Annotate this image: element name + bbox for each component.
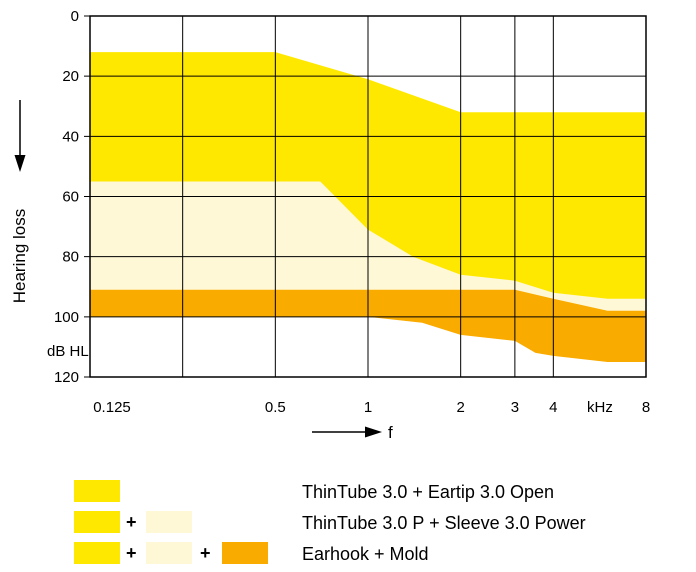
y-tick-label: 20: [62, 68, 79, 85]
axis-ticks: 0 20 40 60 80 100 120 0.125 0.5 1 2 3 4 8: [54, 8, 650, 416]
y-axis-title: Hearing loss: [10, 209, 29, 304]
x-tick-label: 1: [364, 399, 372, 416]
x-tick-label: 8: [642, 399, 650, 416]
y-unit-label: dB HL: [47, 343, 89, 360]
x-unit-label: kHz: [587, 399, 613, 416]
y-tick-label: 100: [54, 309, 79, 326]
fitting-range-area-3: [90, 289, 646, 362]
y-axis-arrow-icon: [14, 100, 26, 172]
y-tick-label: 80: [62, 249, 79, 266]
x-axis-arrow-icon: [312, 426, 382, 438]
legend-swatch-orange-3: [222, 542, 268, 564]
legend-label-earhook-mold: Earhook + Mold: [302, 544, 429, 564]
x-tick-label: 0.5: [265, 399, 286, 416]
legend-swatch-yellow-2: [74, 511, 120, 533]
chart-grid: [84, 15, 647, 378]
y-tick-label: 120: [54, 369, 79, 386]
legend-swatch-yellow-1: [74, 480, 120, 502]
x-tick-label: 3: [511, 399, 519, 416]
x-tick-label: 4: [549, 399, 557, 416]
legend-label-thintube-power: ThinTube 3.0 P + Sleeve 3.0 Power: [302, 513, 586, 533]
legend-swatch-cream-2: [146, 511, 192, 533]
legend-plus: +: [200, 543, 211, 563]
x-tick-label: 2: [456, 399, 464, 416]
y-tick-label: 40: [62, 128, 79, 145]
legend-plus: +: [126, 512, 137, 532]
x-axis-title: f: [388, 423, 393, 442]
hearing-loss-chart: 0 20 40 60 80 100 120 0.125 0.5 1 2 3 4 8 dB HL kHz H…: [10, 8, 650, 442]
y-tick-label: 60: [62, 189, 79, 206]
legend-label-thintube-open: ThinTube 3.0 + Eartip 3.0 Open: [302, 482, 554, 502]
y-tick-label: 0: [71, 8, 79, 25]
plot-frame: [89, 15, 647, 378]
legend-swatch-yellow-3: [74, 542, 120, 564]
x-tick-label: 0.125: [93, 399, 131, 416]
legend-swatch-cream-3: [146, 542, 192, 564]
legend-plus: +: [126, 543, 137, 563]
